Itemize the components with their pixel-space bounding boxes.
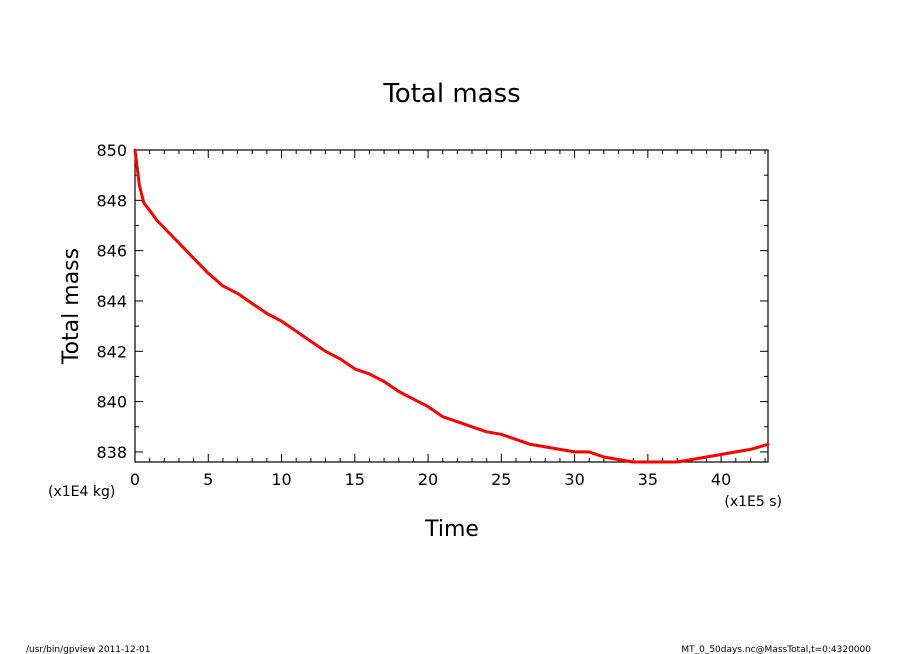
series-group xyxy=(133,148,770,464)
chart-title: Total mass xyxy=(382,79,520,109)
y-tick-label: 842 xyxy=(96,342,127,361)
footer-right: MT_0_50days.nc@MassTotal,t=0:4320000 xyxy=(681,645,871,654)
x-axis-label: Time xyxy=(424,517,479,542)
x-tick-label: 5 xyxy=(203,470,213,489)
y-tick-label: 844 xyxy=(96,292,127,311)
y-tick-label: 848 xyxy=(96,191,127,210)
x-tick-label: 20 xyxy=(418,470,438,489)
x-tick-label: 30 xyxy=(564,470,584,489)
x-tick-label: 40 xyxy=(711,470,731,489)
x-tick-label: 25 xyxy=(491,470,511,489)
y-tick-label: 846 xyxy=(96,242,127,261)
x-unit-label: (x1E5 s) xyxy=(724,494,782,510)
x-tick-label: 0 xyxy=(130,470,140,489)
y-tick-label: 840 xyxy=(96,393,127,412)
y-tick-label: 850 xyxy=(96,141,127,160)
series-line xyxy=(133,148,770,464)
x-tick-label: 15 xyxy=(345,470,365,489)
y-tick-label: 838 xyxy=(96,443,127,462)
y-unit-label: (x1E4 kg) xyxy=(48,484,115,500)
x-tick-label: 10 xyxy=(271,470,291,489)
x-tick-label: 35 xyxy=(638,470,658,489)
plot-frame xyxy=(134,149,769,463)
footer-left: /usr/bin/gpview 2011-12-01 xyxy=(26,645,150,654)
y-axis-label: Total mass xyxy=(59,248,84,365)
ticks-group: 0 5 10 15 20 25 30 35 40 838 840 842 844 846 848 850 xyxy=(96,141,768,489)
